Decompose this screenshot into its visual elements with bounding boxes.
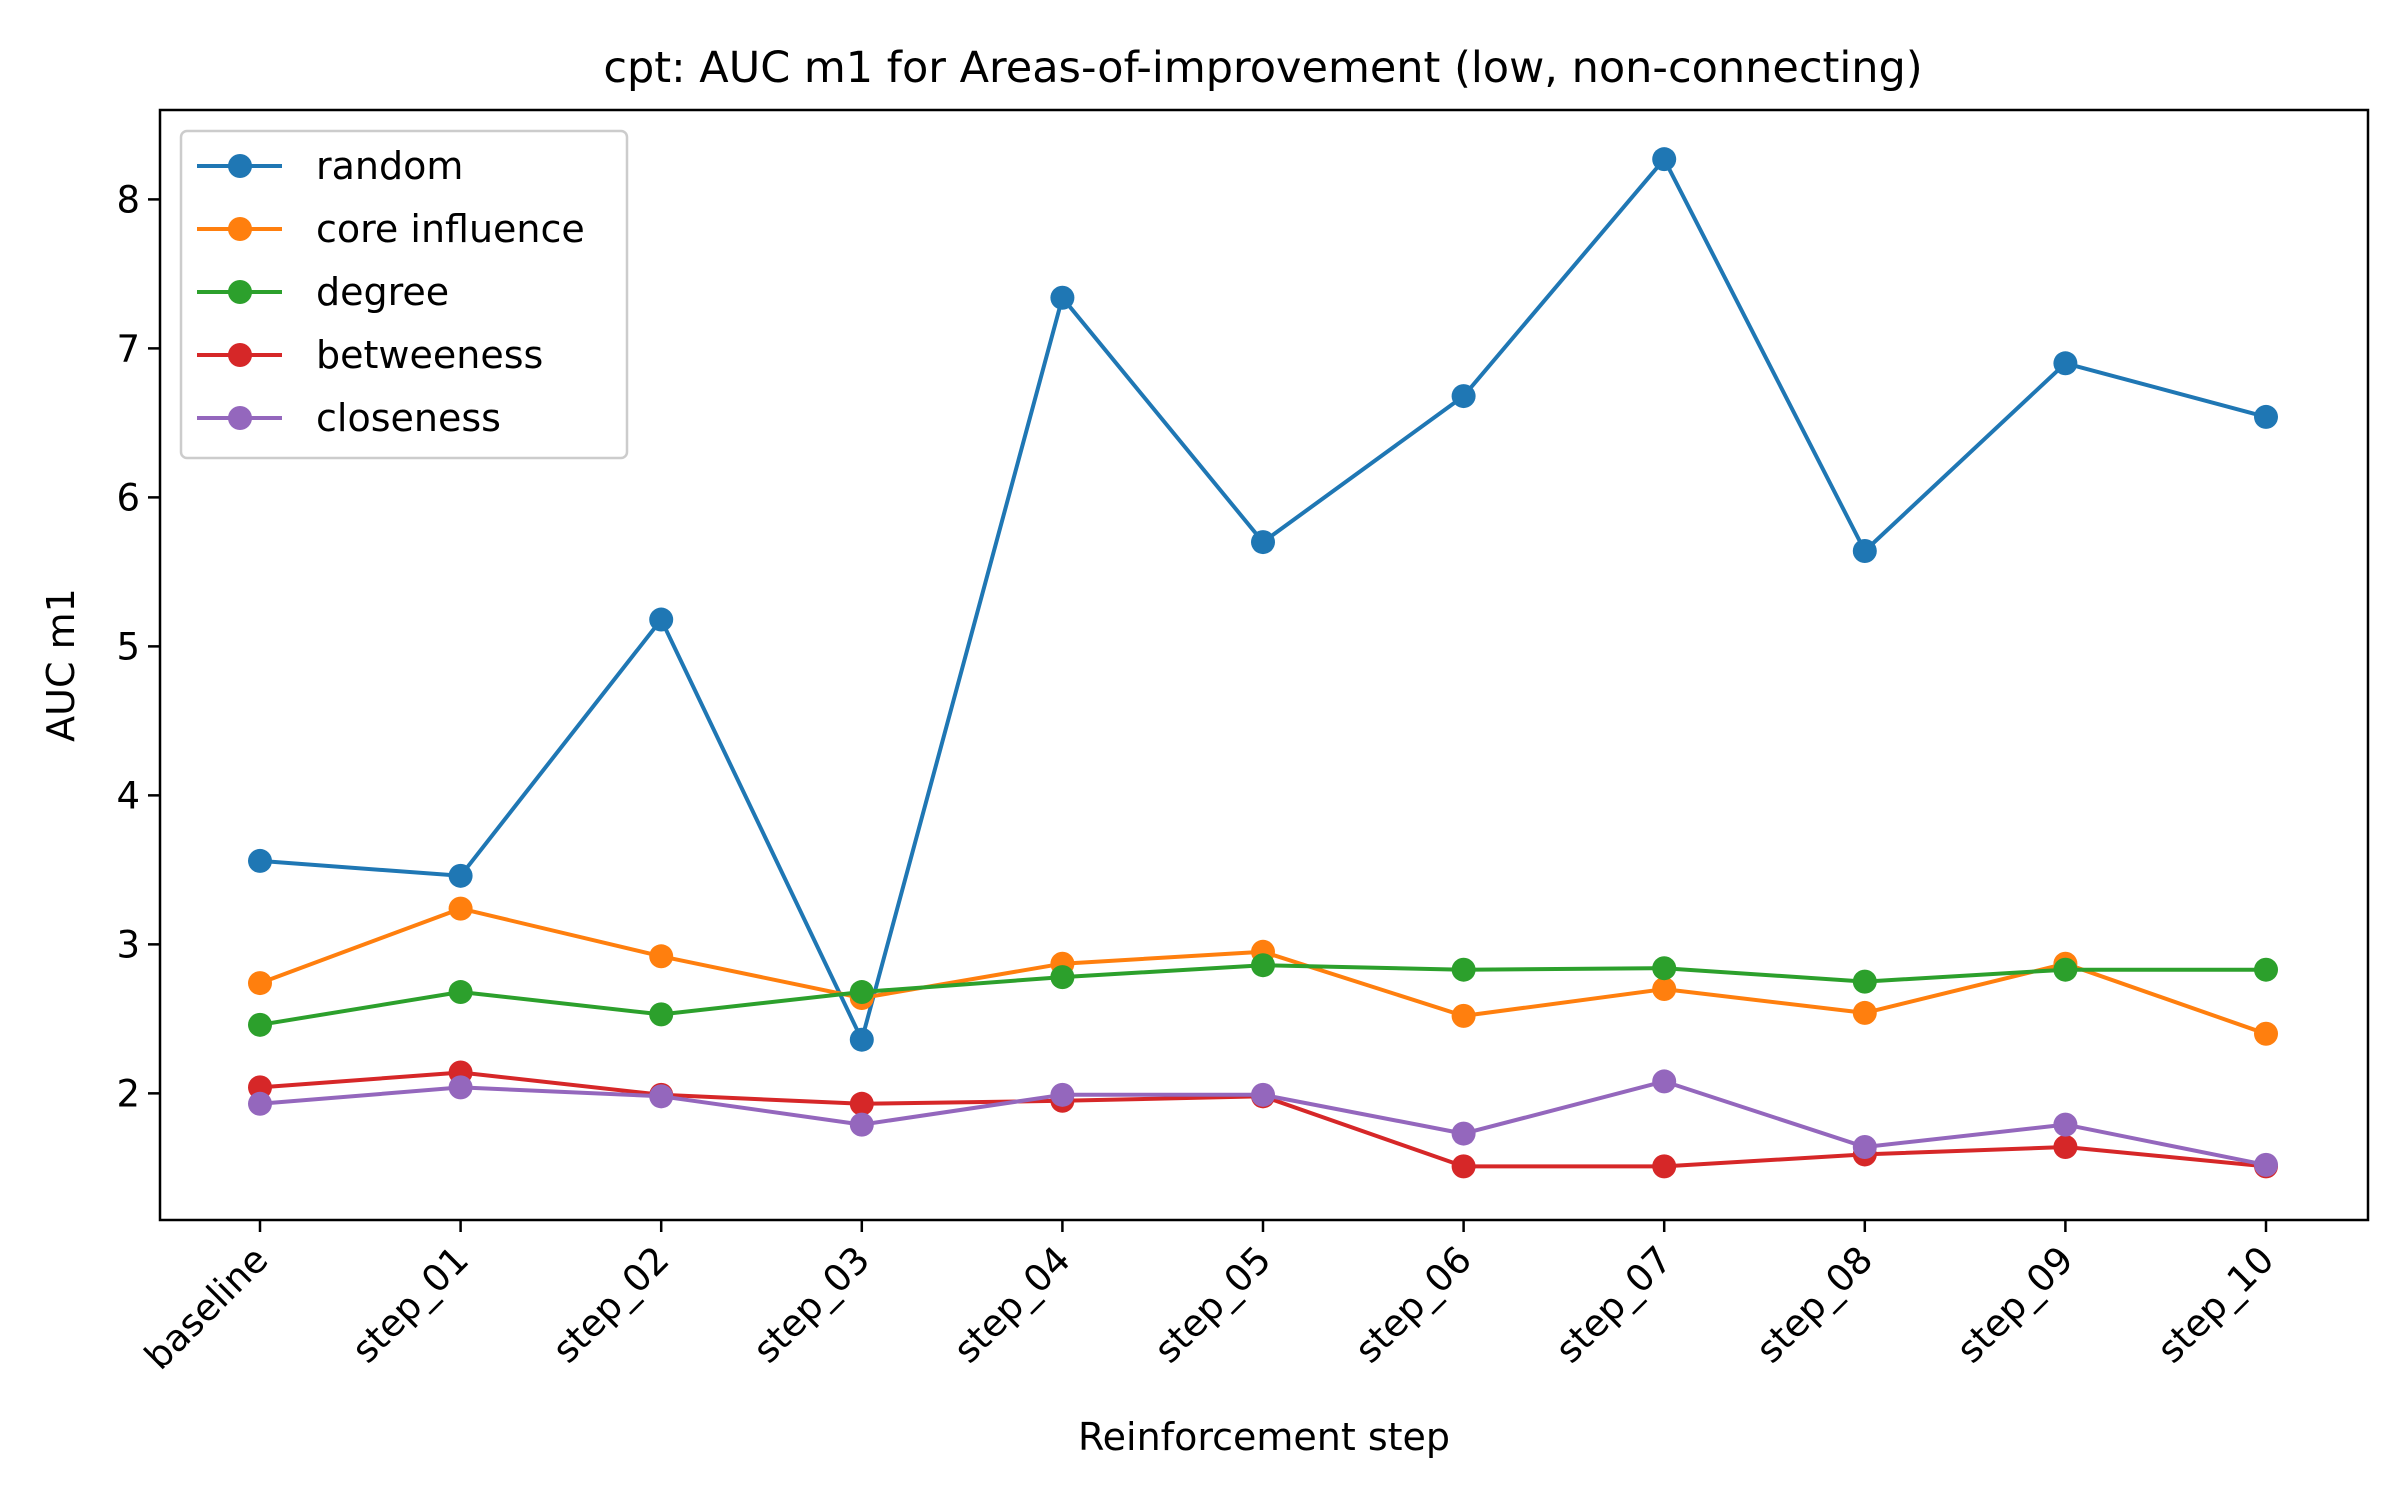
data-point [2254, 404, 2278, 429]
legend-label: betweeness [316, 333, 543, 377]
legend-item: degree [197, 270, 449, 314]
legend-label: core influence [316, 207, 585, 251]
series-betweeness [248, 1060, 2278, 1179]
x-tick-label: baseline [136, 1238, 276, 1378]
legend-marker [228, 406, 252, 430]
data-point [1852, 1000, 1877, 1025]
data-point [1652, 1154, 1677, 1179]
data-point [1451, 384, 1476, 409]
data-point [1652, 1069, 1677, 1094]
x-tick-label: step_07 [1547, 1238, 1680, 1371]
series-core-influence [248, 896, 2278, 1046]
series-degree [248, 953, 2278, 1037]
y-tick-label: 7 [116, 327, 140, 370]
x-tick-label: step_08 [1748, 1238, 1881, 1371]
x-axis-label: Reinforcement step [1078, 1415, 1450, 1459]
x-tick-label: step_01 [344, 1238, 477, 1371]
y-tick-label: 5 [116, 625, 140, 668]
legend-label: closeness [316, 396, 501, 440]
data-point [2254, 1021, 2278, 1046]
series-random [248, 147, 2278, 1052]
legend-item: closeness [197, 396, 501, 440]
data-point [1652, 147, 1677, 172]
x-tick-label: step_02 [544, 1238, 677, 1371]
data-point [1451, 1003, 1476, 1028]
legend: random core influence degree betweeness clos… [179, 129, 629, 460]
y-tick-label: 3 [116, 923, 140, 966]
series-layer [248, 147, 2278, 1179]
data-point [248, 971, 272, 996]
data-point [1050, 965, 1075, 990]
x-tick-label: step_06 [1347, 1238, 1480, 1371]
data-point [1852, 1134, 1877, 1159]
data-point [1451, 957, 1476, 982]
legend-box [179, 129, 629, 460]
data-point [2254, 957, 2278, 982]
data-point [248, 848, 272, 873]
series-closeness [248, 1069, 2278, 1177]
data-point [1451, 1121, 1476, 1146]
data-point [649, 1084, 674, 1109]
data-point [1251, 1082, 1275, 1107]
data-point [448, 1075, 473, 1100]
x-tick-label: step_09 [1948, 1238, 2081, 1371]
data-point [248, 1012, 272, 1037]
data-point [649, 944, 674, 969]
data-point [849, 1112, 874, 1137]
data-point [649, 607, 674, 632]
data-point [1251, 953, 1275, 978]
y-axis: 2 3 4 5 6 7 8 [116, 178, 160, 1115]
data-point [1852, 969, 1877, 994]
data-point [248, 1091, 272, 1116]
legend-marker [228, 343, 252, 367]
data-point [2053, 957, 2078, 982]
data-point [849, 1027, 874, 1052]
y-axis-label: AUC m1 [39, 588, 83, 742]
data-point [849, 980, 874, 1005]
y-tick-label: 8 [116, 178, 140, 221]
x-tick-label: step_04 [945, 1238, 1078, 1371]
data-point [448, 980, 473, 1005]
data-point [1652, 956, 1677, 981]
data-point [448, 896, 473, 921]
x-tick-label: step_03 [745, 1238, 878, 1371]
legend-label: random [316, 144, 463, 188]
legend-marker [228, 154, 252, 178]
chart-title: cpt: AUC m1 for Areas-of-improvement (lo… [603, 43, 1922, 93]
data-point [2254, 1152, 2278, 1177]
legend-item: core influence [197, 207, 585, 251]
legend-marker [228, 217, 252, 241]
legend-marker [228, 280, 252, 304]
data-point [1251, 530, 1275, 555]
legend-item: betweeness [197, 333, 543, 377]
legend-label: degree [316, 270, 449, 314]
y-tick-label: 4 [116, 774, 140, 817]
legend-item: random [197, 144, 463, 188]
data-point [849, 1091, 874, 1116]
x-tick-label: step_05 [1146, 1238, 1279, 1371]
data-point [1050, 285, 1075, 310]
data-point [448, 863, 473, 888]
data-point [649, 1002, 674, 1027]
x-tick-label: step_10 [2149, 1238, 2282, 1371]
y-tick-label: 2 [116, 1072, 140, 1115]
data-point [1852, 539, 1877, 564]
data-point [2053, 1112, 2078, 1137]
data-point [2053, 1134, 2078, 1159]
data-point [1652, 977, 1677, 1002]
data-point [1451, 1154, 1476, 1179]
data-point [1050, 1082, 1075, 1107]
x-axis: baseline step_01 step_02 step_03 step_04 step… [136, 1220, 2282, 1378]
data-point [2053, 351, 2078, 376]
y-tick-label: 6 [116, 476, 140, 519]
